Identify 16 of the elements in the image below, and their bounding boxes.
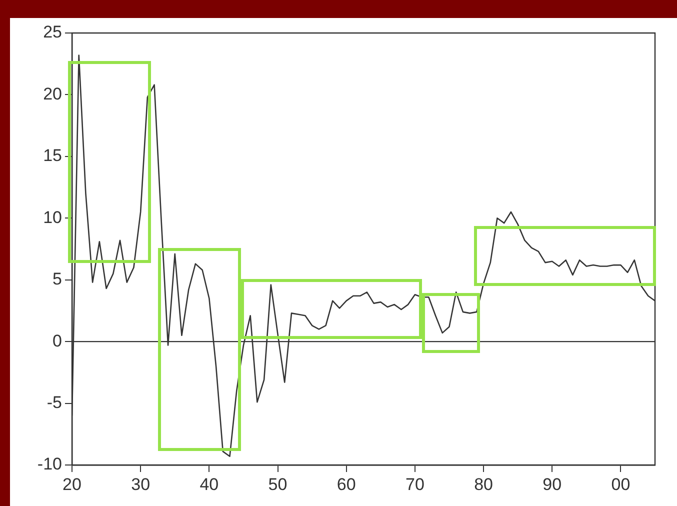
y-tick-label: 10: [43, 208, 62, 227]
y-tick-label: 15: [43, 146, 62, 166]
x-tick-label: 60: [336, 474, 356, 494]
x-tick-label: 00: [611, 474, 630, 494]
y-tick-label: -5: [46, 392, 62, 412]
y-tick-label: -10: [37, 454, 62, 474]
x-tick-label: 90: [542, 474, 562, 494]
x-tick-label: 50: [268, 474, 288, 494]
x-tick-label: 70: [405, 474, 424, 494]
y-tick-label: 5: [52, 270, 62, 289]
x-tick-label: 80: [474, 474, 493, 494]
x-tick-label: 30: [131, 474, 150, 494]
y-tick-label: 25: [43, 22, 62, 42]
y-tick-label: 0: [52, 331, 62, 350]
y-tick-label: 20: [43, 84, 62, 104]
x-tick-label: 40: [200, 474, 219, 494]
